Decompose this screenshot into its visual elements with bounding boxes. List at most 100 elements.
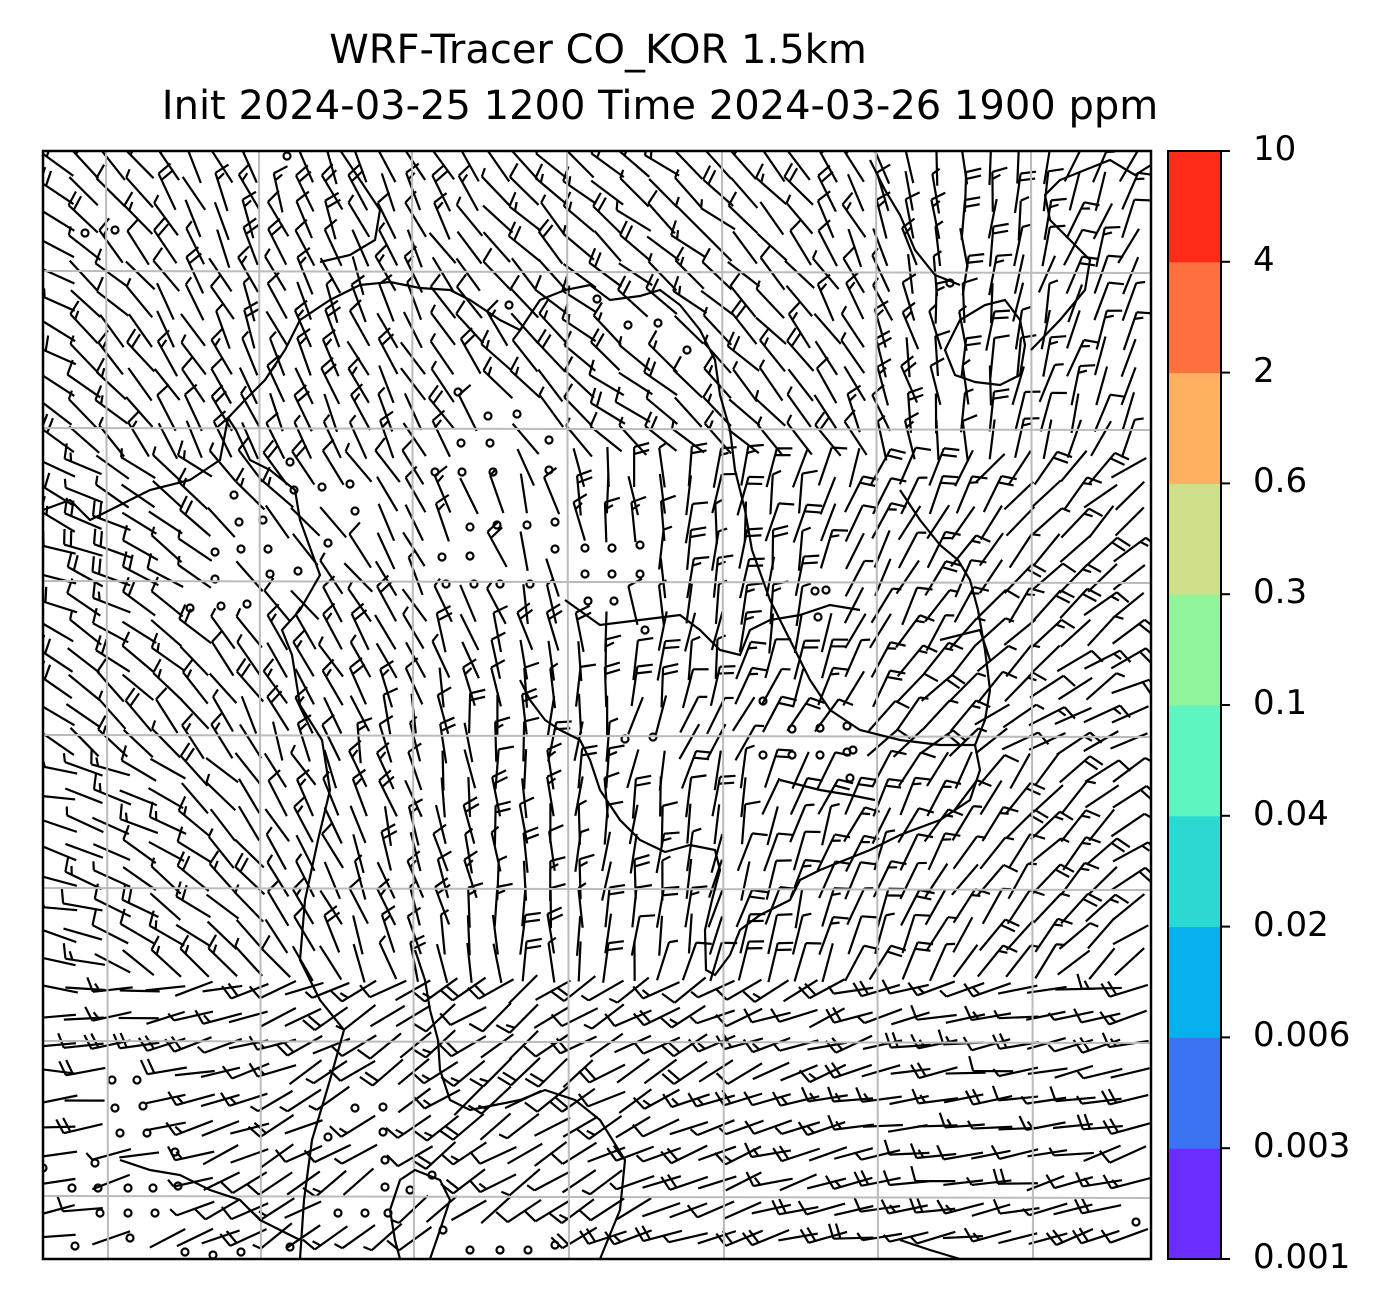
- coastline: [869, 159, 961, 287]
- wind-barb: [1121, 280, 1146, 322]
- wind-barb: [678, 723, 701, 760]
- wind-barb: [882, 1231, 929, 1243]
- wind-barb: [1047, 1038, 1094, 1053]
- wind-barb: [1120, 417, 1144, 458]
- wind-barb: [949, 699, 991, 732]
- wind-barb: [798, 978, 846, 1000]
- wind-barb: [238, 778, 261, 814]
- wind-barb: [845, 532, 865, 570]
- wind-barb: [632, 1036, 681, 1055]
- wind-barb: [793, 941, 822, 982]
- wind-barb: [1120, 338, 1137, 377]
- wind-barb: [319, 506, 348, 539]
- wind-barb: [492, 605, 509, 653]
- wind-barb: [971, 1149, 1011, 1160]
- wind-barb: [1033, 533, 1061, 566]
- wind-barb: [931, 167, 941, 214]
- wind-barb: [343, 562, 374, 593]
- wind-barb: [321, 821, 344, 869]
- wind-barb: [742, 979, 790, 1003]
- wind-barb: [462, 796, 480, 844]
- wind-barb: [347, 194, 371, 238]
- wind-barb: [1070, 393, 1080, 434]
- wind-barb: [1003, 481, 1035, 511]
- wind-barb: [791, 668, 805, 708]
- wind-barb: [834, 1204, 874, 1217]
- wind-barb: [791, 751, 810, 789]
- wind-barb: [490, 631, 506, 679]
- wind-barb: [769, 469, 782, 515]
- wind-barb: [180, 782, 209, 815]
- wind-barb: [374, 614, 397, 650]
- wind-barb: [1028, 706, 1076, 727]
- wind-barb: [43, 1150, 78, 1158]
- wind-barb: [684, 612, 697, 652]
- wind-barb: [264, 918, 289, 954]
- wind-barb: [763, 748, 794, 788]
- calm-wind-marker: [485, 438, 495, 448]
- wind-barb: [1085, 672, 1126, 701]
- wind-barb: [1076, 1067, 1123, 1080]
- wind-barb: [618, 336, 651, 372]
- wind-barb: [955, 475, 988, 514]
- wind-barb: [219, 1228, 268, 1247]
- wind-barb: [808, 1146, 848, 1162]
- wind-barb: [68, 176, 99, 207]
- wind-barb: [201, 1229, 240, 1245]
- wind-barb: [177, 529, 213, 562]
- wind-barb: [1112, 924, 1149, 946]
- calm-wind-marker: [107, 1075, 117, 1085]
- wind-barb: [69, 727, 100, 758]
- wind-barb: [631, 884, 653, 928]
- wind-barb: [646, 235, 680, 262]
- wind-barb: [743, 1008, 791, 1024]
- wind-barb: [632, 1088, 680, 1110]
- wind-barb: [319, 889, 343, 925]
- wind-barb: [242, 275, 256, 322]
- wind-barb: [1093, 254, 1124, 294]
- wind-barb: [235, 560, 264, 592]
- wind-barb: [786, 386, 812, 428]
- wind-barb: [324, 191, 342, 240]
- wind-barb: [1121, 198, 1150, 239]
- wind-barb: [845, 272, 865, 320]
- wind-barb: [378, 715, 394, 763]
- wind-barb: [629, 833, 638, 874]
- wind-barb: [1027, 1067, 1068, 1076]
- wind-barb: [548, 1198, 595, 1224]
- wind-barb: [833, 1147, 874, 1160]
- calm-wind-marker: [495, 579, 505, 589]
- wind-barb: [817, 219, 838, 267]
- wind-barb: [119, 803, 159, 835]
- wind-barb: [279, 1088, 322, 1113]
- wind-barb: [767, 941, 794, 983]
- wind-barb: [605, 473, 610, 514]
- wind-barb: [1033, 589, 1075, 621]
- wind-barb: [318, 945, 343, 981]
- wind-barb: [269, 392, 284, 432]
- wind-barb: [98, 217, 124, 264]
- wind-barb: [661, 976, 707, 1004]
- wind-barb: [210, 273, 235, 320]
- calm-wind-marker: [405, 1185, 415, 1195]
- wind-barb: [573, 721, 584, 761]
- wind-barb: [100, 151, 126, 181]
- wind-barb: [208, 442, 237, 483]
- wind-barb: [516, 602, 534, 651]
- calm-wind-marker: [635, 569, 645, 579]
- wind-barb: [524, 1057, 568, 1088]
- wind-barb: [94, 248, 129, 288]
- wind-barb: [375, 642, 398, 679]
- wind-barb: [857, 1008, 903, 1025]
- wind-barb: [740, 800, 761, 845]
- wind-barb: [673, 315, 705, 345]
- wind-barb: [1030, 479, 1062, 509]
- wind-barb: [457, 164, 479, 212]
- wind-barb: [91, 816, 130, 836]
- wind-barb: [252, 1222, 293, 1250]
- wind-barb: [697, 1230, 737, 1245]
- colorbar-tick-label: 10: [1253, 129, 1297, 169]
- wind-barb: [616, 1197, 652, 1221]
- wind-barb: [813, 394, 838, 430]
- wind-barb: [377, 327, 399, 375]
